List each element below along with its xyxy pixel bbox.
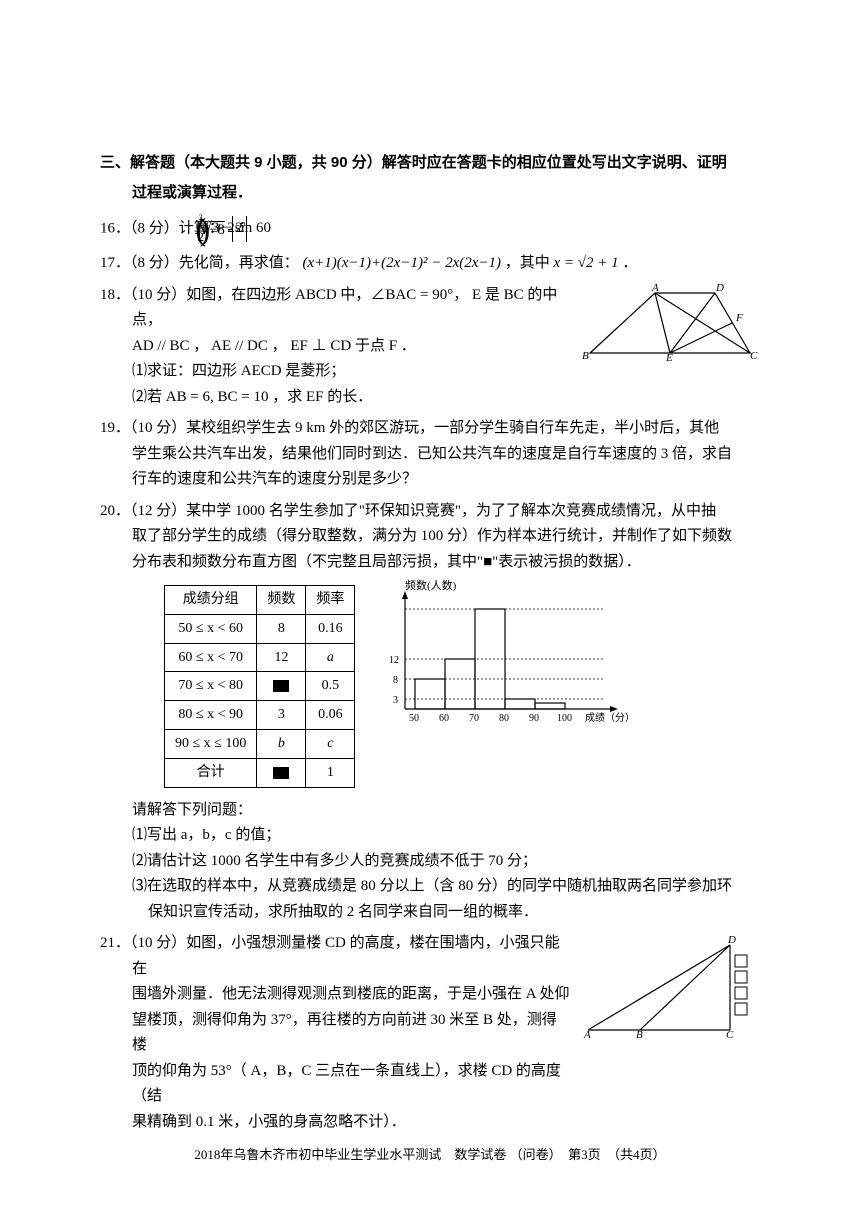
p18-l2: AD // BC ， AE // DC ， EF ⊥ CD 于点 F ． bbox=[100, 334, 570, 360]
p17-prefix: 17．（8 分）先化简，再求值： bbox=[100, 255, 299, 271]
p19-l2: 学生乘公共汽车出发，结果他们同时到达．已知公共汽车的速度是自行车速度的 3 倍，… bbox=[100, 442, 760, 468]
figure-p18: A B C D E F bbox=[580, 283, 760, 363]
p18-l1: 18．（10 分）如图，在四边形 ABCD 中，∠BAC = 90°， E 是 … bbox=[100, 283, 570, 334]
svg-text:D: D bbox=[727, 935, 736, 946]
p20-q1: ⑴写出 a，b，c 的值； bbox=[100, 823, 760, 849]
svg-text:F: F bbox=[735, 312, 743, 324]
p20-qintro: 请解答下列问题： bbox=[100, 798, 760, 824]
svg-text:E: E bbox=[665, 352, 673, 363]
p20-q3b: 保知识宣传活动，求所抽取的 2 名同学来自同一组的概率． bbox=[100, 900, 760, 926]
p18-l3: ⑴求证：四边形 AECD 是菱形； bbox=[100, 359, 570, 385]
p21-l5: 果精确到 0.1 米，小强的身高忽略不计）． bbox=[100, 1110, 570, 1136]
svg-text:频数(人数): 频数(人数) bbox=[405, 579, 457, 592]
svg-text:C: C bbox=[726, 1029, 734, 1040]
figure-p21: A B C D bbox=[580, 935, 760, 1040]
problem-16: 16．（8 分）计算： ( 12 ) −1 − 3√−8 + √3 − 2 + … bbox=[100, 213, 760, 245]
svg-text:80: 80 bbox=[499, 713, 509, 724]
p20-l1: 20．（12 分）某中学 1000 名学生参加了"环保知识竞赛"，为了了解本次竞… bbox=[100, 499, 760, 525]
p19-l1: 19．（10 分）某校组织学生去 9 km 外的郊区游玩，一部分学生骑自行车先走… bbox=[100, 416, 760, 442]
section-header-line2: 过程或演算过程． bbox=[100, 180, 760, 206]
redact-icon bbox=[273, 680, 289, 692]
svg-text:50: 50 bbox=[409, 713, 419, 724]
p21-l4: 顶的仰角为 53°（ A，B，C 三点在一条直线上），求楼 CD 的高度（结 bbox=[100, 1059, 570, 1110]
svg-text:B: B bbox=[582, 350, 589, 362]
p20-l3: 分布表和频数分布直方图（不完整且局部污损，其中"■"表示被污损的数据）． bbox=[100, 550, 760, 576]
p20-table: 成绩分组频数频率 50 ≤ x < 6080.16 60 ≤ x < 7012a… bbox=[164, 585, 355, 788]
svg-text:100: 100 bbox=[557, 713, 572, 724]
svg-text:D: D bbox=[715, 283, 724, 294]
svg-text:12: 12 bbox=[389, 655, 399, 666]
svg-text:A: A bbox=[651, 283, 659, 294]
svg-text:70: 70 bbox=[469, 713, 479, 724]
p21-l1: 21．（10 分）如图，小强想测量楼 CD 的高度，楼在围墙内，小强只能在 bbox=[100, 931, 570, 982]
p20-q2: ⑵请估计这 1000 名学生中有多少人的竞赛成绩不低于 70 分； bbox=[100, 849, 760, 875]
page-footer: 2018年乌鲁木齐市初中毕业生学业水平测试 数学试卷 （问卷） 第3页 （共4页… bbox=[0, 1144, 860, 1166]
p20-q3a: ⑶在选取的样本中，从竞赛成绩是 80 分以上（含 80 分）的同学中随机抽取两名… bbox=[100, 874, 760, 900]
svg-text:3: 3 bbox=[393, 695, 398, 706]
problem-19: 19．（10 分）某校组织学生去 9 km 外的郊区游玩，一部分学生骑自行车先走… bbox=[100, 416, 760, 493]
svg-text:C: C bbox=[750, 350, 758, 362]
svg-text:成绩（分）: 成绩（分） bbox=[585, 711, 635, 724]
svg-text:60: 60 bbox=[439, 713, 449, 724]
section-header-line1: 三、解答题（本大题共 9 小题，共 90 分）解答时应在答题卡的相应位置处写出文… bbox=[100, 150, 760, 176]
p16-formula: ( 12 ) −1 − 3√−8 + √3 − 2 + 2sin 60 . bbox=[228, 213, 273, 245]
svg-text:8: 8 bbox=[393, 675, 398, 686]
p21-l3: 望楼顶，测得仰角为 37°，再往楼的方向前进 30 米至 B 处，测得楼 bbox=[100, 1008, 570, 1059]
p21-l2: 围墙外测量．他无法测得观测点到楼底的距离，于是小强在 A 处仰 bbox=[100, 982, 570, 1008]
svg-text:A: A bbox=[583, 1029, 591, 1040]
p20-l2: 取了部分学生的成绩（得分取整数，满分为 100 分）作为样本进行统计，并制作了如… bbox=[100, 524, 760, 550]
p17-expr: (x+1)(x−1)+(2x−1)² − 2x(2x−1) bbox=[303, 255, 501, 271]
problem-20: 20．（12 分）某中学 1000 名学生参加了"环保知识竞赛"，为了了解本次竞… bbox=[100, 499, 760, 926]
p20-histogram: 频数(人数) 3 8 12 50 60 70 80 90 100 成绩（分） bbox=[375, 579, 635, 729]
redact-icon bbox=[273, 767, 289, 779]
svg-text:B: B bbox=[636, 1029, 643, 1040]
p18-l4: ⑵若 AB = 6, BC = 10 ，求 EF 的长． bbox=[100, 385, 570, 411]
problem-17: 17．（8 分）先化简，再求值： (x+1)(x−1)+(2x−1)² − 2x… bbox=[100, 251, 760, 277]
problem-21: 21．（10 分）如图，小强想测量楼 CD 的高度，楼在围墙内，小强只能在 围墙… bbox=[100, 931, 760, 1135]
problem-18: 18．（10 分）如图，在四边形 ABCD 中，∠BAC = 90°， E 是 … bbox=[100, 283, 760, 411]
p19-l3: 行车的速度和公共汽车的速度分别是多少？ bbox=[100, 467, 760, 493]
svg-text:90: 90 bbox=[529, 713, 539, 724]
